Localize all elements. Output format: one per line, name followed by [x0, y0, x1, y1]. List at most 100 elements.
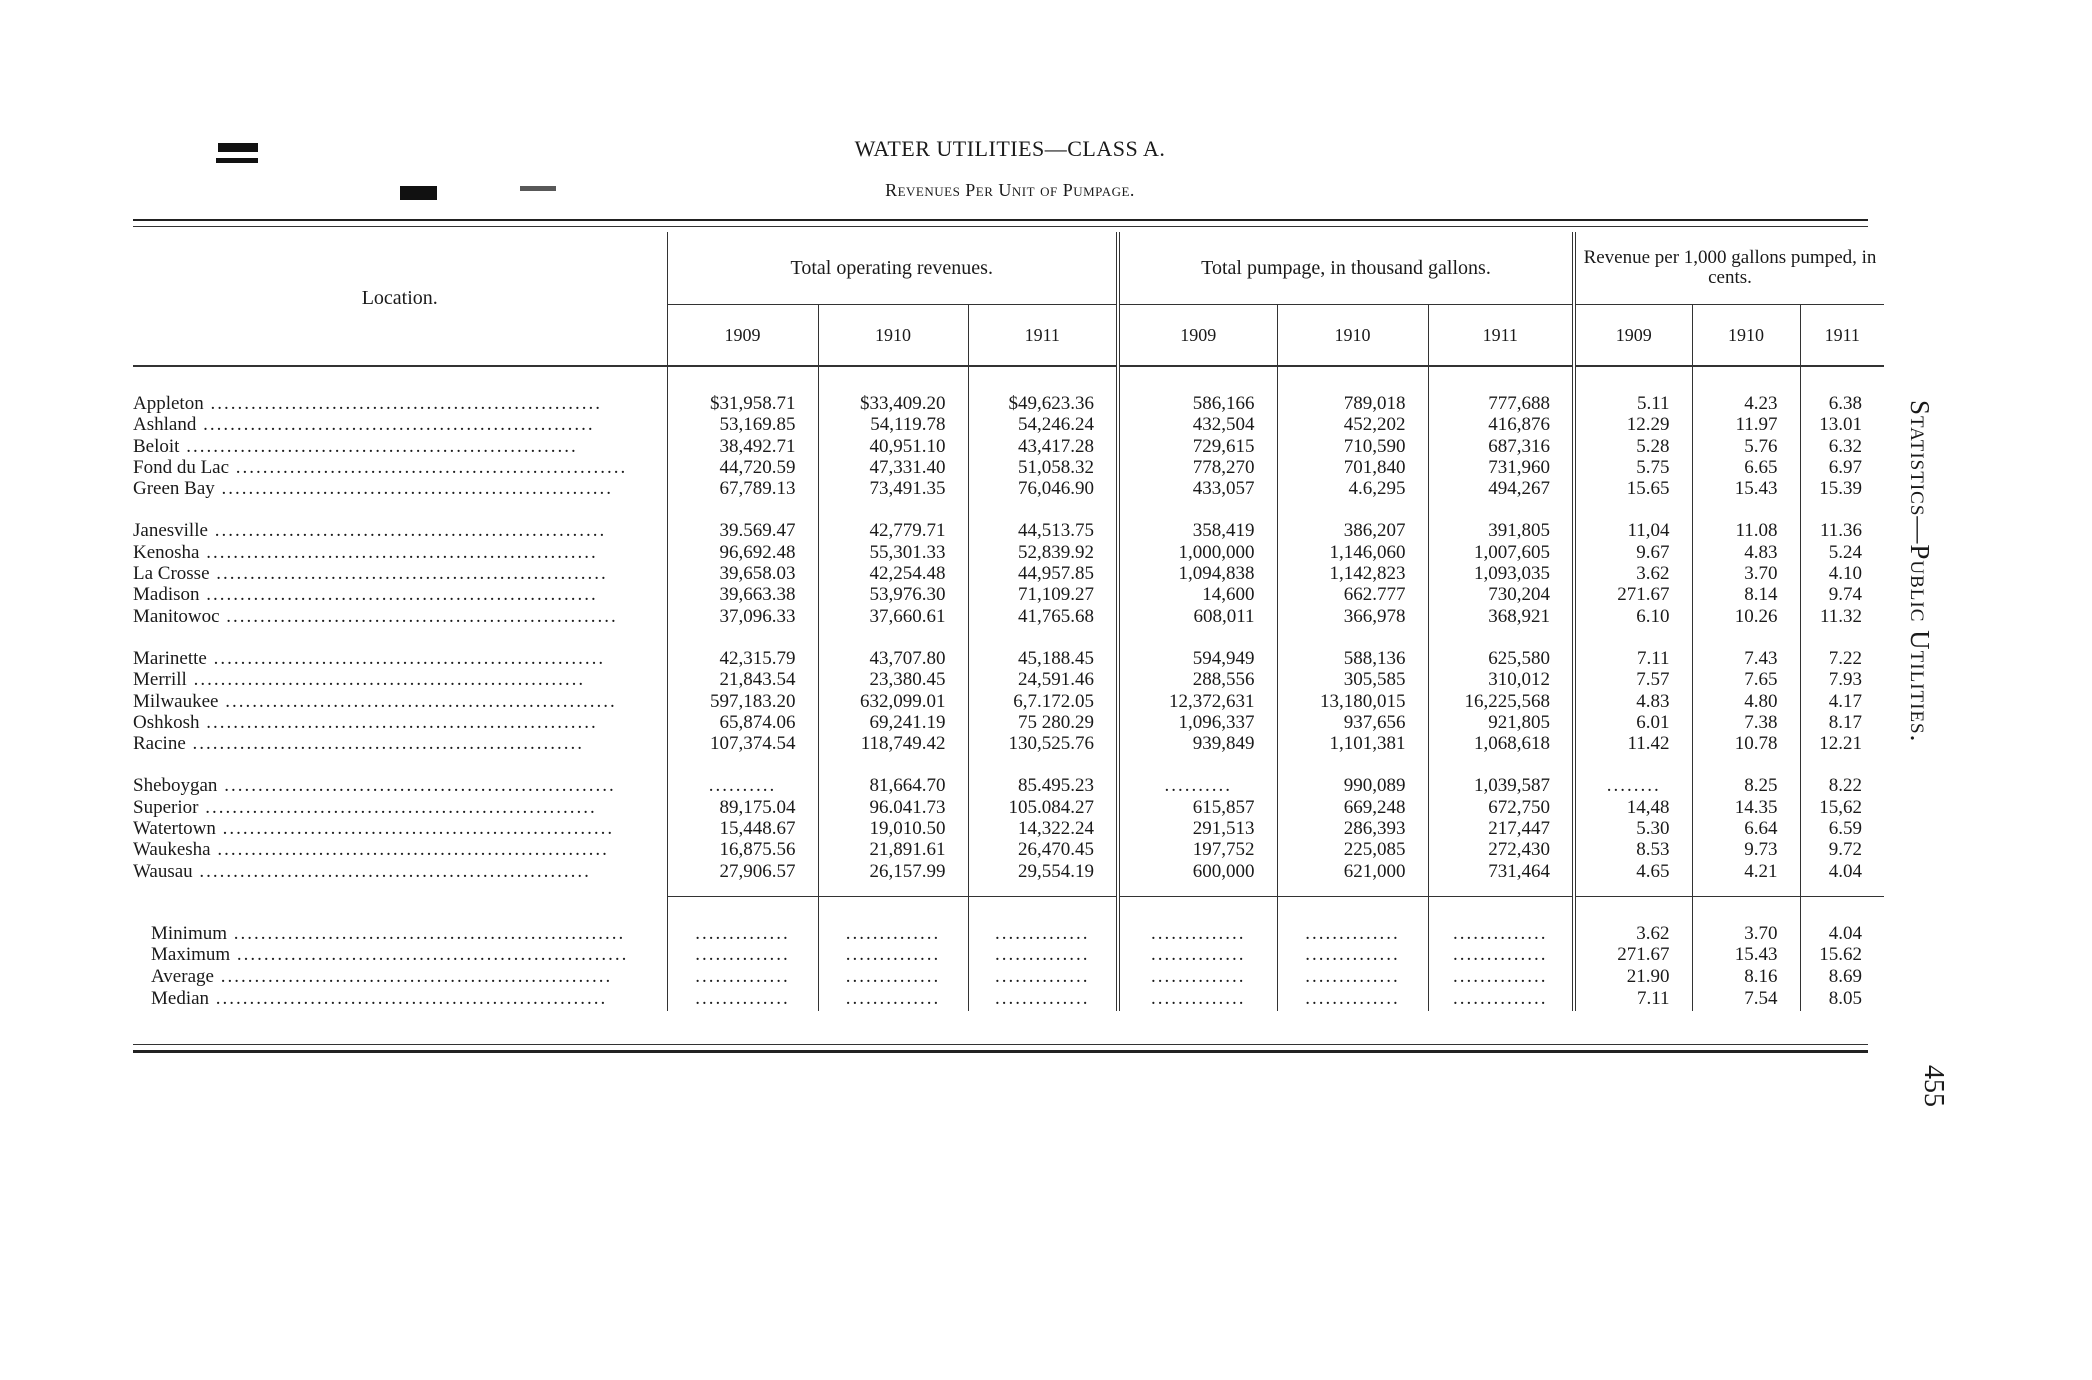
- empty-cell: ..............: [666, 944, 818, 966]
- spacer-row: [133, 626, 1884, 648]
- location-cell: Appleton ...............................…: [133, 393, 667, 414]
- spacer-cell: [1799, 499, 1884, 521]
- pump-value: 625,580: [1427, 647, 1574, 670]
- pump-value: 672,750: [1427, 796, 1574, 819]
- empty-cell: ..............: [1427, 965, 1574, 987]
- rate-summary-value: 15.43: [1691, 944, 1800, 966]
- rev-value: 14,322.24: [967, 818, 1118, 840]
- rate-value: 9.73: [1691, 839, 1800, 861]
- rate-value: 10.78: [1691, 733, 1800, 755]
- empty-cell: ..............: [1116, 922, 1277, 945]
- rate-value: 5.24: [1799, 541, 1884, 564]
- rev-value: 6,7.172.05: [967, 690, 1118, 712]
- pump-value: 452,202: [1276, 414, 1428, 436]
- pump-value: 13,180,015: [1276, 690, 1428, 712]
- leader-dots: ........................................…: [186, 669, 586, 691]
- empty-cell: ..............: [1116, 986, 1277, 1011]
- leader-dots: ........................................…: [179, 435, 578, 457]
- pump-value: 391,805: [1427, 520, 1574, 542]
- spacer-cell: [967, 366, 1118, 393]
- header-year-pump: 1910: [1276, 304, 1428, 366]
- rev-value: 19,010.50: [817, 818, 968, 840]
- pump-value: 12,372,631: [1116, 690, 1277, 712]
- rev-value: 52,839.92: [967, 541, 1118, 564]
- table-row: Marinette ..............................…: [133, 647, 1884, 670]
- leader-dots: ........................................…: [198, 796, 597, 818]
- leader-dots: ........................................…: [207, 520, 607, 542]
- empty-cell: ..............: [666, 986, 818, 1011]
- spacer-cell: [133, 627, 667, 648]
- rev-value: 37,096.33: [666, 605, 818, 627]
- summary-label-cell: Average ................................…: [133, 966, 667, 987]
- summary-row: Maximum ................................…: [133, 944, 1884, 966]
- table-row: Green Bay ..............................…: [133, 478, 1884, 500]
- header-year-rate: 1911: [1799, 304, 1884, 366]
- location-cell: Beloit .................................…: [133, 436, 667, 457]
- empty-cell: ..............: [817, 965, 968, 987]
- location-cell: Marinette ..............................…: [133, 648, 667, 669]
- spacer-row: [133, 499, 1884, 521]
- spacer-cell: [666, 499, 818, 521]
- pump-value: 615,857: [1116, 796, 1277, 819]
- rev-value: 26,470.45: [967, 839, 1118, 861]
- bottom-rule-thick: [133, 1050, 1868, 1053]
- empty-cell: ..............: [1427, 944, 1574, 966]
- spacer-cell: [967, 626, 1118, 648]
- rate-value: 6.10: [1572, 605, 1692, 627]
- rate-value: 4.04: [1799, 860, 1884, 882]
- spacer-cell: [1572, 366, 1692, 393]
- revenue-table: Location. Total operating revenues. Tota…: [133, 232, 1884, 1011]
- rev-value: 16,875.56: [666, 839, 818, 861]
- empty-cell: ..............: [967, 922, 1118, 945]
- rev-value: 71,109.27: [967, 584, 1118, 606]
- summary-label: Minimum: [151, 922, 228, 944]
- pump-value: 729,615: [1116, 435, 1277, 457]
- location-name: Superior: [133, 796, 199, 818]
- location-cell: Janesville .............................…: [133, 520, 667, 541]
- leader-dots: ........................................…: [230, 944, 629, 966]
- spacer-cell: [817, 366, 968, 393]
- rev-value: 38,492.71: [666, 435, 818, 457]
- rev-value: 96,692.48: [666, 541, 818, 564]
- spacer-cell: [1691, 754, 1800, 776]
- rate-value: 7.93: [1799, 669, 1884, 691]
- rev-value: 39.569.47: [666, 520, 818, 542]
- empty-cell: ..............: [1116, 944, 1277, 966]
- rev-value: 89,175.04: [666, 796, 818, 819]
- spacer-cell: [1116, 366, 1277, 393]
- leader-dots: ........................................…: [227, 922, 626, 944]
- table-row: Oshkosh ................................…: [133, 711, 1884, 734]
- bottom-rule: [133, 1044, 1868, 1045]
- rate-value: 7.57: [1572, 669, 1692, 691]
- empty-cell: ..............: [1116, 965, 1277, 987]
- empty-cell: ..............: [666, 922, 818, 945]
- rev-value: 73,491.35: [817, 478, 968, 500]
- pump-value: 921,805: [1427, 711, 1574, 734]
- rate-value: 7.11: [1572, 647, 1692, 670]
- location-cell: Ashland ................................…: [133, 414, 667, 435]
- location-name: Racine: [133, 733, 186, 755]
- location-cell: Racine .................................…: [133, 733, 667, 754]
- rate-value: 6.59: [1799, 818, 1884, 840]
- pump-value: 588,136: [1276, 647, 1428, 670]
- rate-value: 5.11: [1572, 393, 1692, 415]
- rev-value: 43,417.28: [967, 435, 1118, 457]
- rate-summary-value: 3.70: [1691, 922, 1800, 945]
- location-name: Fond du Lac: [133, 456, 230, 478]
- spacer-cell: [1691, 366, 1800, 393]
- rev-value: 44,957.85: [967, 563, 1118, 585]
- pump-value: 594,949: [1116, 647, 1277, 670]
- spacer-cell: [1799, 626, 1884, 648]
- rev-value: $31,958.71: [666, 393, 818, 415]
- empty-cell: ..............: [1276, 965, 1428, 987]
- header-pumpage: Total pumpage, in thousand gallons.: [1116, 232, 1574, 305]
- rev-value: 85.495.23: [967, 775, 1118, 797]
- pump-value: 358,419: [1116, 520, 1277, 542]
- leader-dots: ........................................…: [206, 647, 606, 669]
- header-year-rev: 1909: [666, 304, 818, 366]
- rev-value: 39,658.03: [666, 563, 818, 585]
- summary-row: Minimum ................................…: [133, 922, 1884, 945]
- leader-dots: ........................................…: [209, 563, 608, 585]
- spacer-cell: [1116, 626, 1277, 648]
- location-cell: Merrill ................................…: [133, 669, 667, 690]
